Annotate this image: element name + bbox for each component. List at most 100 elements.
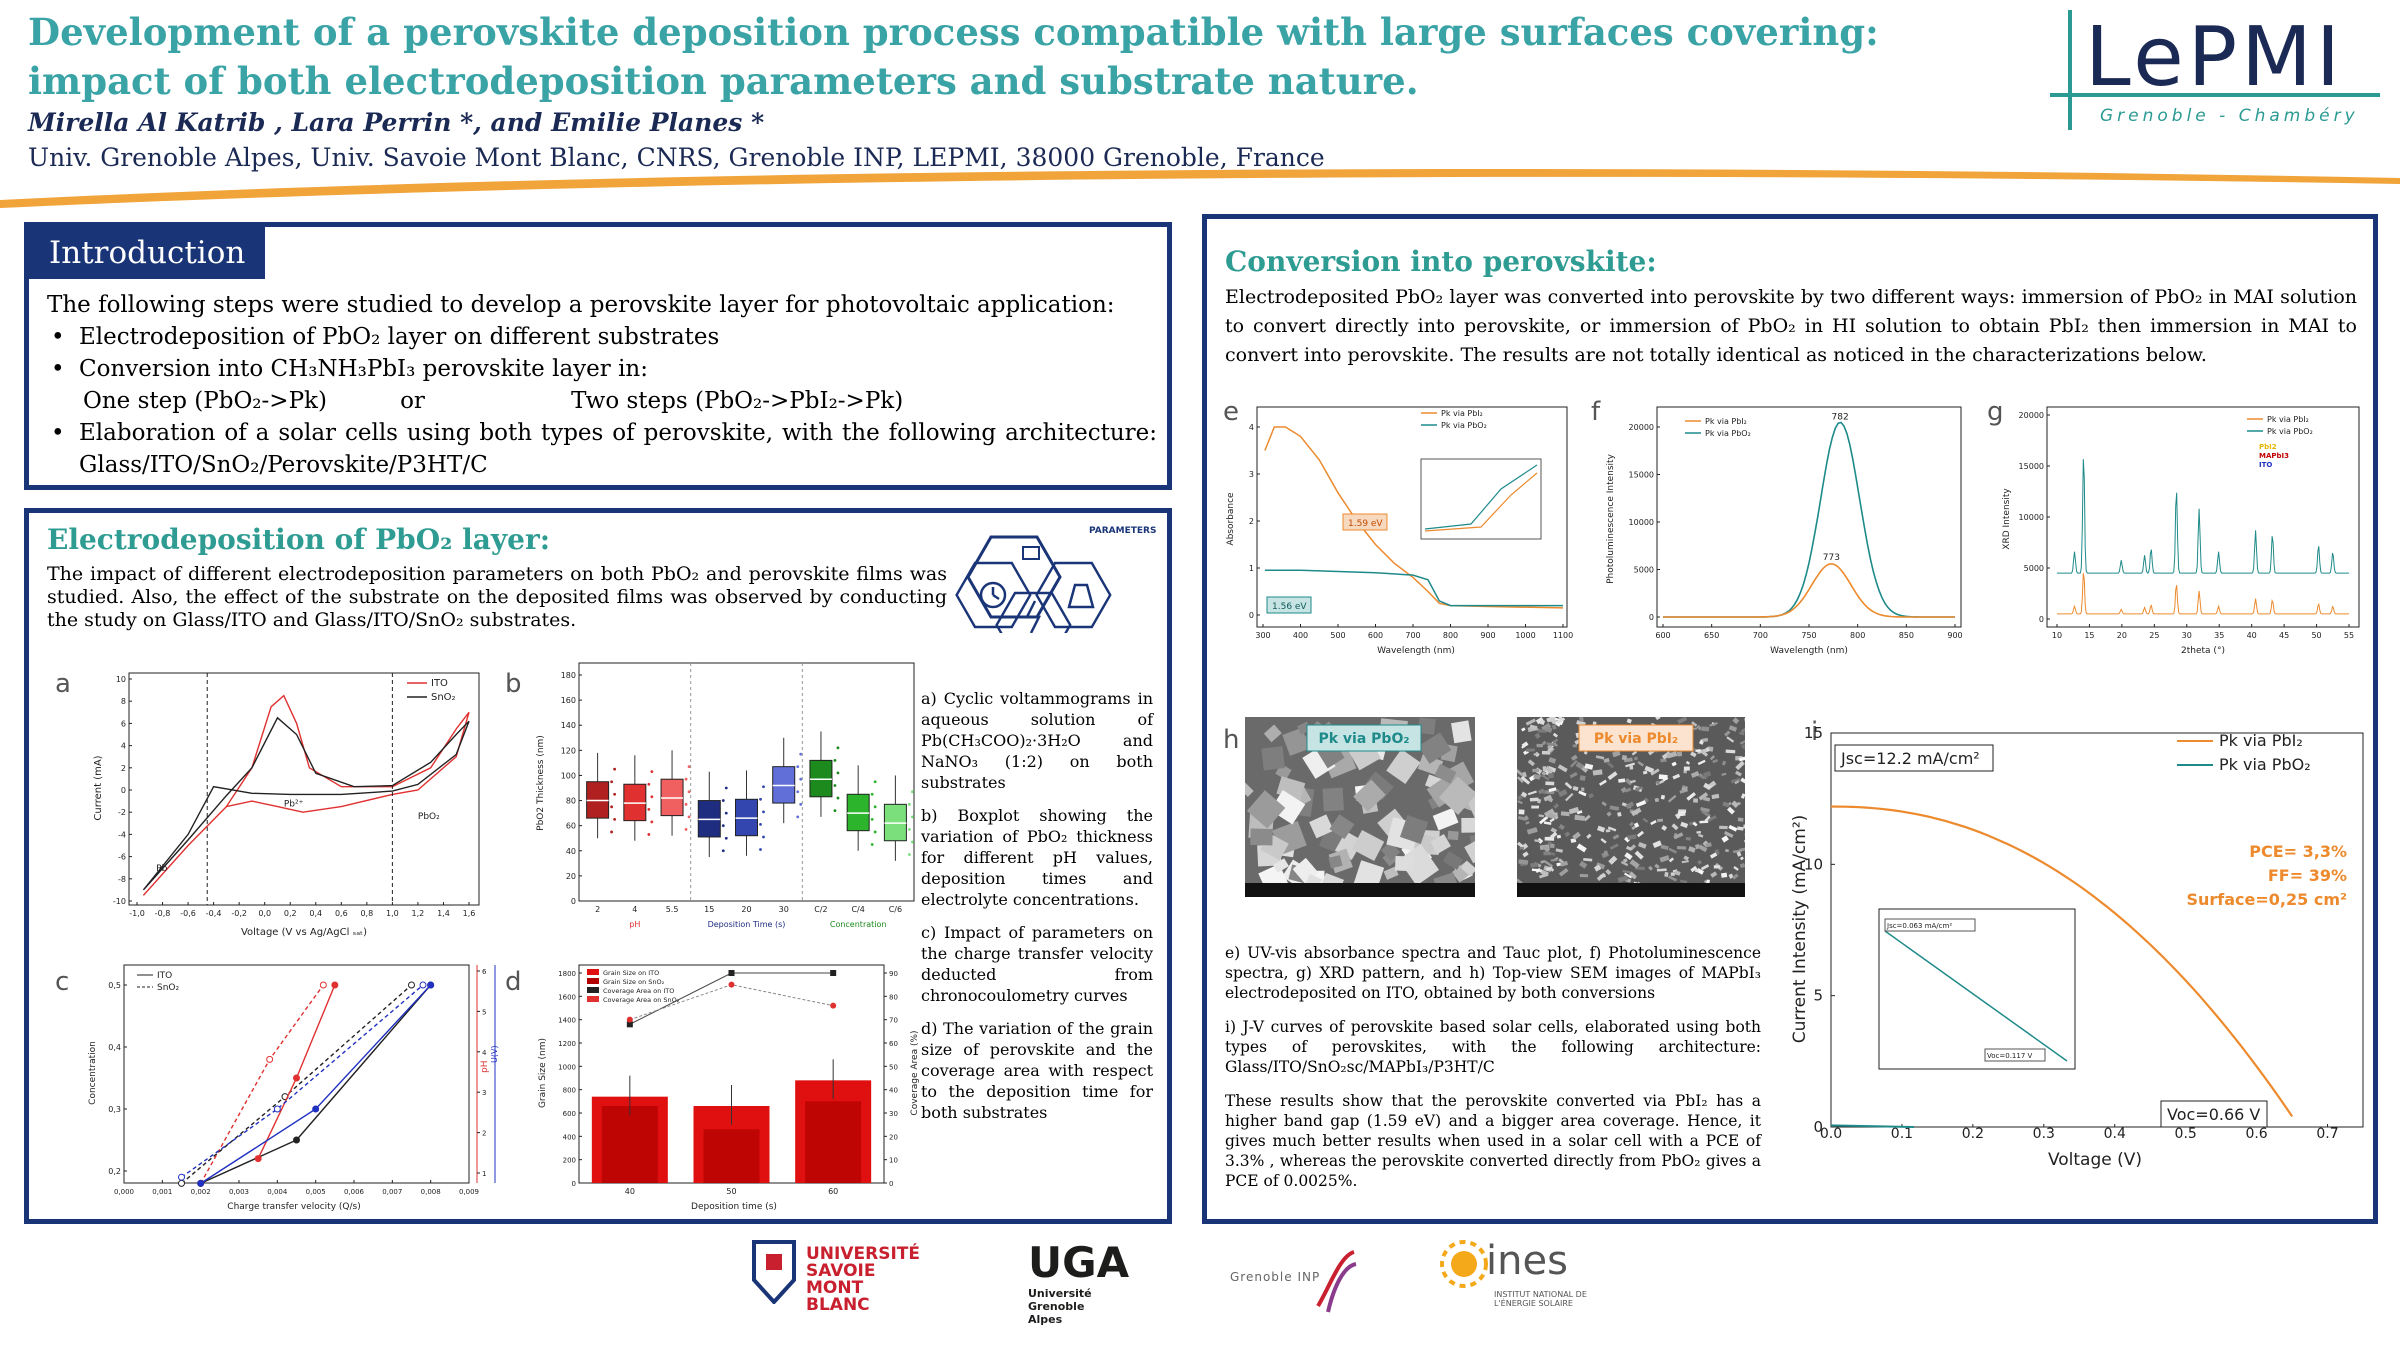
plot-frame xyxy=(1256,406,1568,628)
y-tick-label: 90 xyxy=(889,970,898,978)
plot-frame xyxy=(123,964,470,1184)
legend-swatch xyxy=(587,987,599,993)
series-line xyxy=(181,984,412,1184)
sem-grain xyxy=(1700,864,1710,871)
sem-grain xyxy=(1713,865,1720,869)
sem-grain xyxy=(1552,732,1558,738)
sem-grain xyxy=(1697,833,1704,838)
sem-grain xyxy=(1534,732,1541,739)
sem-grain xyxy=(1622,870,1631,874)
sem-grain xyxy=(1527,790,1537,796)
caption-i: i) J-V curves of perovskite based solar … xyxy=(1225,1018,1761,1076)
sem-grain xyxy=(1732,849,1742,853)
x-tick-label: 0,6 xyxy=(335,909,348,918)
sem-grain xyxy=(1579,874,1589,878)
y-tick-label: 0 xyxy=(1813,1118,1823,1136)
intro-bullet: Electrodeposition of PbO₂ layer on diffe… xyxy=(47,321,1157,353)
box-point xyxy=(684,828,688,831)
sem-grain xyxy=(1549,867,1555,872)
series-marker xyxy=(266,1055,274,1063)
sem-grain xyxy=(1533,752,1538,756)
sem-grain xyxy=(1732,873,1739,880)
box-point xyxy=(836,771,840,775)
sem-grain xyxy=(1681,860,1689,864)
sem-grain xyxy=(1351,830,1385,861)
sem-grain xyxy=(1460,860,1475,877)
sem-grain xyxy=(1739,856,1744,861)
sem-grain xyxy=(1731,800,1739,809)
y-tick-label: 0 xyxy=(1249,611,1254,620)
sem-grain xyxy=(1398,844,1440,886)
inset-voc-box xyxy=(1984,1048,2046,1062)
sem-grain xyxy=(1628,821,1635,827)
sem-grain xyxy=(1576,810,1583,815)
x-tick-label: 1100 xyxy=(1553,631,1573,640)
sem-grain xyxy=(1537,729,1547,733)
sem-grain xyxy=(1547,812,1557,820)
x-tick-label: 600 xyxy=(1368,631,1383,640)
y-tick-label: 10 xyxy=(889,1157,898,1165)
x-axis-label: Voltage (V vs Ag/AgCl ₛₐₜ) xyxy=(241,927,367,938)
y-axis-label: Photoluminescence Intensity xyxy=(1606,453,1616,583)
sem-grain xyxy=(1521,727,1526,732)
sem-grain xyxy=(1666,751,1678,759)
x-tick-label: -1,0 xyxy=(129,909,145,918)
sem-grain xyxy=(1655,780,1661,786)
sem-grain xyxy=(1527,759,1536,767)
y-tick-label: 1800 xyxy=(558,970,576,978)
box-point xyxy=(759,823,762,826)
y-axis-label: Grain Size (nm) xyxy=(538,1038,548,1108)
series-marker xyxy=(293,1136,300,1144)
sem-grain xyxy=(1724,730,1731,737)
legend-label: Pk via PbI₂ xyxy=(1441,409,1483,418)
sem-grain xyxy=(1564,831,1571,837)
x-tick-label: 0,008 xyxy=(421,1188,441,1196)
x-tick-label: 5.5 xyxy=(666,905,679,914)
sem-grain xyxy=(1549,818,1555,823)
y-tick-label: 0,5 xyxy=(108,981,121,990)
pbi2-jv-curve xyxy=(1830,805,2294,1118)
sem-grain xyxy=(1329,814,1355,840)
lepmi-logo-subtitle: Grenoble - Chambéry xyxy=(2100,106,2359,126)
sem-grain xyxy=(1536,837,1544,844)
u-axis-label: U(V) xyxy=(490,1045,499,1063)
pbo2-pl-curve xyxy=(1663,421,1955,618)
x-tick-label: 20 xyxy=(741,905,751,914)
legend-label: Coverage Area on ITO xyxy=(603,987,674,995)
x-tick-label: 30 xyxy=(779,905,789,914)
ines-logo-text: ines xyxy=(1486,1238,1568,1284)
sem-grain xyxy=(1620,786,1628,794)
sem-grain xyxy=(1705,842,1712,848)
x-tick-label: 20 xyxy=(2117,631,2127,640)
sem-label-box xyxy=(1306,724,1422,752)
sem-grain xyxy=(1661,825,1668,831)
series-marker xyxy=(419,981,427,989)
legend-label: Pk via PbO₂ xyxy=(2267,427,2313,436)
sem-grain xyxy=(1634,850,1644,860)
caption-a: a) Cyclic voltammograms in aqueous solut… xyxy=(921,689,1153,792)
sem-grain xyxy=(1542,844,1551,853)
x-tick-label: 0.3 xyxy=(2033,1126,2055,1142)
sem-label: Pk via PbI₂ xyxy=(1594,731,1678,747)
x-tick-label: 0,005 xyxy=(306,1188,326,1196)
sem-grain xyxy=(1667,875,1677,882)
annotation-box xyxy=(1266,596,1312,614)
lepmi-logo-text: LePMI xyxy=(2085,10,2345,105)
ines-logo-subtitle: INSTITUT NATIONAL DE L'ÉNERGIE SOLAIRE xyxy=(1494,1290,1587,1308)
series-marker xyxy=(254,1155,262,1163)
y-tick-label: 0 xyxy=(2039,615,2044,624)
box-point xyxy=(684,777,688,781)
jsc-box xyxy=(1834,744,1994,772)
y-tick-label: 15 xyxy=(1804,724,1823,742)
box-point xyxy=(613,792,617,796)
sem-grain xyxy=(1734,780,1740,785)
sem-grain xyxy=(1558,789,1568,797)
sem-grain xyxy=(1674,870,1681,876)
sem-grain xyxy=(1617,811,1622,817)
box-point xyxy=(796,790,800,794)
sem-grain xyxy=(1605,869,1612,876)
phase-legend-label: MAPbI3 xyxy=(2259,452,2289,460)
sem-grain xyxy=(1609,843,1619,850)
sem-grain xyxy=(1270,790,1306,825)
sem-grain xyxy=(1606,811,1612,817)
